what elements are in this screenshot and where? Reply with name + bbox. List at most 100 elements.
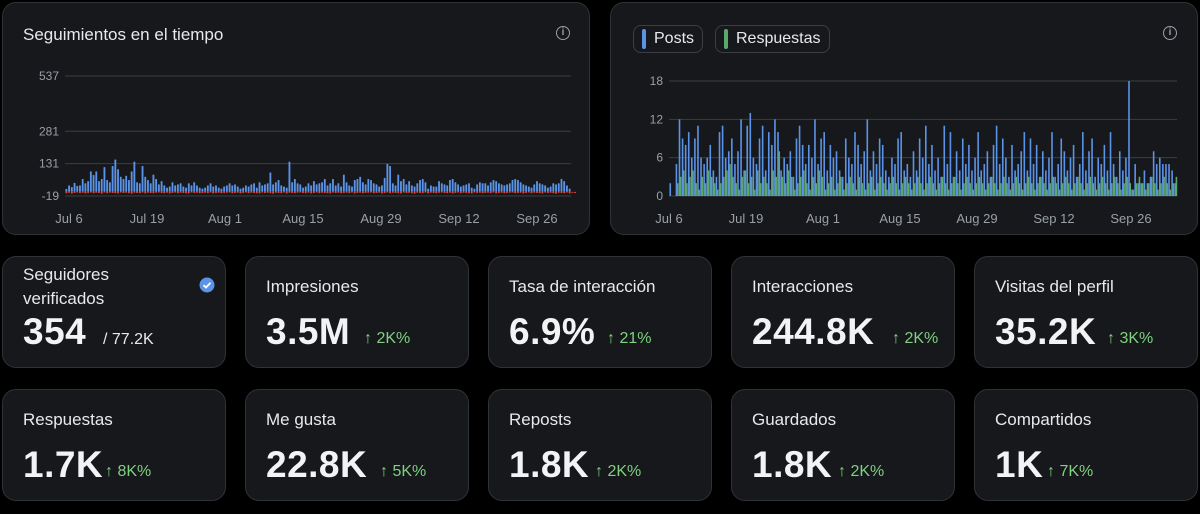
follower-bar [429, 185, 432, 192]
posts-bar [1103, 144, 1106, 196]
unfollow-bar [400, 191, 402, 194]
posts-bar [986, 151, 989, 196]
replies-bar [840, 176, 842, 196]
follower-bar [125, 175, 128, 192]
replies-bar [913, 183, 916, 196]
follower-bar [568, 188, 571, 192]
follower-bar [478, 182, 481, 192]
unfollow-bar [144, 191, 147, 194]
unfollow-bar [321, 191, 324, 193]
replies-bar [855, 189, 858, 196]
posts-bar [1094, 176, 1096, 196]
follower-bar [375, 184, 378, 192]
unfollow-bar [419, 191, 421, 193]
replies-bar [1037, 183, 1039, 196]
follower-bar [122, 178, 125, 192]
stat-label: Seguidores verificados [23, 265, 110, 308]
legend-posts[interactable]: Posts [633, 25, 704, 53]
replies-bar [716, 189, 719, 196]
follower-bar [413, 186, 416, 192]
posts-bar [1165, 164, 1167, 196]
info-icon[interactable]: i [556, 26, 570, 40]
follower-bar [206, 185, 209, 192]
legend-replies[interactable]: Respuestas [715, 25, 830, 53]
unfollow-bar [332, 191, 334, 193]
stat-card-bookmarks[interactable]: Guardados 1.8K ↑ 2K% [731, 389, 955, 501]
replies-bar [1114, 176, 1116, 196]
posts-bar [1125, 157, 1127, 196]
replies-bar [870, 176, 873, 196]
follower-bar [285, 187, 288, 192]
y-tick-label: 0 [656, 189, 663, 203]
stat-value: 35.2K [995, 311, 1097, 352]
stat-change: ↑ 3K% [1107, 330, 1154, 347]
info-icon[interactable]: i [1163, 26, 1177, 40]
replies-bar [1077, 176, 1079, 196]
stat-change: ↑ 8K% [105, 463, 152, 480]
unfollow-bar [340, 191, 343, 194]
replies-bar [686, 183, 688, 196]
stat-label: Tasa de interacción [509, 277, 656, 296]
replies-bar [756, 170, 759, 196]
replies-bar [1083, 189, 1085, 196]
stat-card-engagements[interactable]: Interacciones 244.8K ↑ 2K% [731, 256, 955, 368]
follower-bar [73, 182, 76, 192]
follower-bar [367, 178, 370, 192]
posts-bar [1017, 164, 1019, 196]
unfollow-bar [440, 191, 443, 193]
posts-bar [740, 119, 742, 196]
posts-bar [906, 164, 909, 196]
posts-chart-card: Posts Respuestas i 18 12 6 0 Jul 6 Jul 19 Aug … [610, 2, 1198, 235]
posts-bar [851, 164, 853, 196]
stat-card-likes[interactable]: Me gusta 22.8K ↑ 5K% [245, 389, 469, 501]
unfollow-bar [500, 191, 503, 193]
posts-bar [1118, 151, 1121, 196]
posts-bar [1078, 164, 1081, 196]
posts-bar [1171, 170, 1173, 196]
follower-bar [397, 174, 400, 192]
stat-card-replies[interactable]: Respuestas 1.7K ↑ 8K% [2, 389, 226, 501]
replies-bar [886, 189, 888, 196]
posts-bar [721, 125, 724, 196]
posts-bar [1026, 170, 1029, 196]
stat-card-verified-followers[interactable]: Seguidores verificados 354 / 77.2K [2, 256, 226, 368]
replies-bar [719, 183, 722, 196]
follower-bar [215, 185, 217, 192]
unfollow-bar [470, 191, 473, 194]
y-tick-label: 12 [650, 112, 664, 126]
follower-bar [223, 186, 226, 192]
unfollow-bar [277, 191, 280, 193]
follower-bar [340, 186, 343, 192]
posts-bar [835, 151, 838, 196]
posts-bar [743, 170, 745, 196]
posts-bar [798, 125, 801, 196]
unfollow-bar [424, 191, 427, 193]
unfollow-bar [130, 191, 133, 194]
x-tick-label: Sep 26 [1110, 211, 1151, 226]
replies-bar [1101, 176, 1104, 196]
follower-bar [427, 188, 430, 192]
unfollow-bar [98, 191, 100, 193]
unfollow-bar [557, 191, 560, 193]
replies-bar [747, 183, 750, 196]
follower-bar [473, 188, 476, 192]
unfollow-bar [446, 191, 449, 194]
replies-bar [957, 183, 959, 196]
posts-bar [1109, 132, 1112, 196]
replies-bar [806, 183, 808, 196]
stat-card-impressions[interactable]: Impresiones 3.5M ↑ 2K% [245, 256, 469, 368]
stat-card-reposts[interactable]: Reposts 1.8K ↑ 2K% [488, 389, 712, 501]
posts-bar [881, 144, 884, 196]
stat-card-profile-visits[interactable]: Visitas del perfil 35.2K ↑ 3K% [974, 256, 1198, 368]
follower-bar [291, 182, 294, 192]
unfollow-bar [157, 191, 160, 193]
posts-swatch [642, 29, 646, 49]
replies-bar [701, 176, 704, 196]
follower-bar [489, 182, 492, 192]
follower-bar [209, 183, 212, 192]
replies-bar [846, 183, 848, 196]
stat-card-engagement-rate[interactable]: Tasa de interacción 6.9% ↑ 21% [488, 256, 712, 368]
replies-swatch [724, 29, 728, 49]
posts-bar [737, 151, 739, 196]
stat-card-shares[interactable]: Compartidos 1K ↑ 7K% [974, 389, 1198, 501]
